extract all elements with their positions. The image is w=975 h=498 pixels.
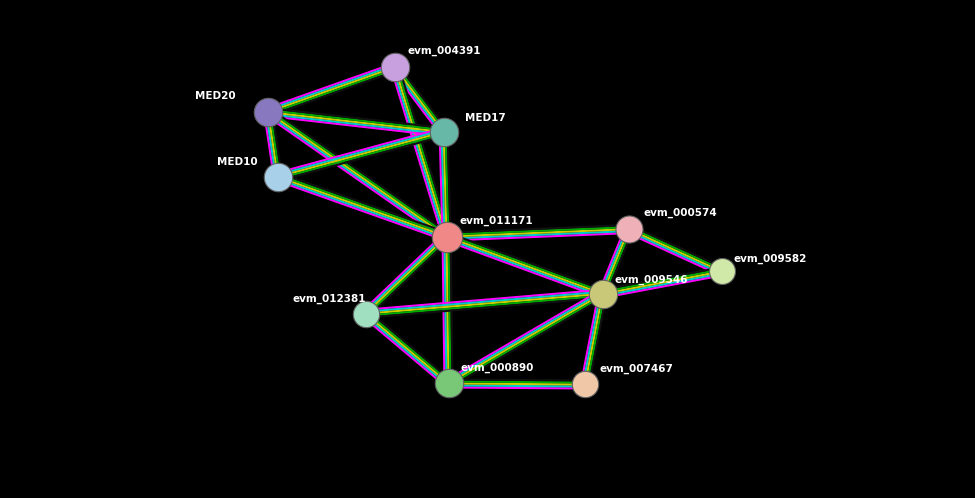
Text: MED17: MED17 (465, 113, 506, 123)
Text: evm_000890: evm_000890 (460, 362, 533, 373)
Point (595, 290, 610, 298)
Point (439, 233, 454, 241)
Text: MED20: MED20 (195, 91, 236, 101)
Point (387, 63, 403, 71)
Point (358, 310, 373, 318)
Point (714, 267, 729, 275)
Text: evm_000574: evm_000574 (644, 208, 718, 218)
Text: evm_012381: evm_012381 (292, 293, 366, 304)
Point (577, 380, 593, 388)
Point (441, 379, 456, 387)
Point (270, 173, 286, 181)
Point (621, 225, 637, 233)
Point (260, 108, 276, 116)
Text: evm_011171: evm_011171 (459, 215, 533, 226)
Text: evm_009546: evm_009546 (614, 274, 687, 285)
Text: evm_004391: evm_004391 (408, 46, 481, 56)
Text: evm_009582: evm_009582 (733, 253, 806, 264)
Text: evm_007467: evm_007467 (600, 364, 674, 374)
Text: MED10: MED10 (217, 157, 258, 167)
Point (436, 128, 451, 136)
